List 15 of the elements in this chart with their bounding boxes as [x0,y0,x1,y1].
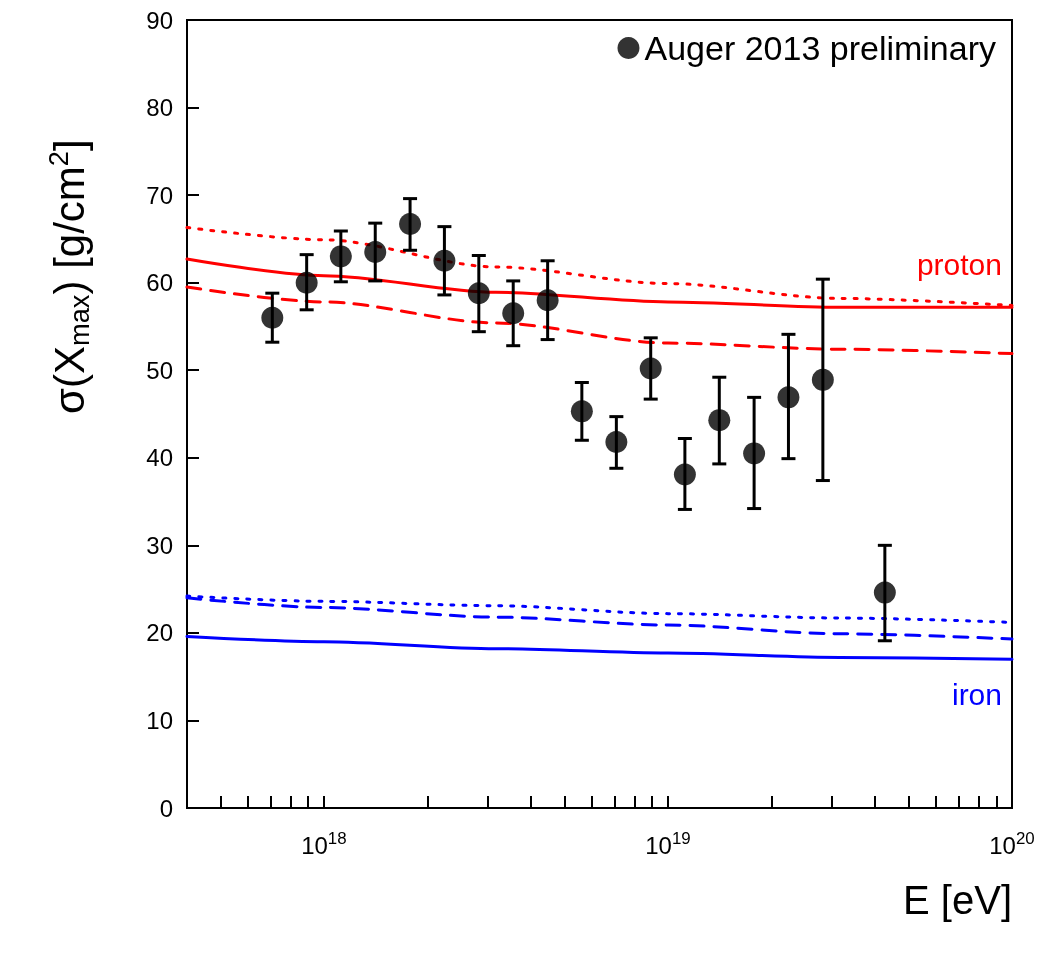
y-tick-label: 90 [146,6,173,34]
y-tick-label: 50 [146,356,173,384]
y-tick-label: 70 [146,181,173,209]
series-label: iron [951,677,1002,711]
legend-label: Auger 2013 preliminary [644,29,997,67]
x-axis-title: E [eV] [903,878,1012,922]
y-tick-label: 30 [146,531,173,559]
y-axis-title: σ(Xmax) [g/cm2] [43,139,95,414]
y-tick-label: 80 [146,94,173,122]
y-tick-label: 60 [146,269,173,297]
y-tick-label: 40 [146,444,173,472]
y-tick-label: 0 [159,794,173,822]
series-label: proton [916,247,1002,281]
y-tick-label: 10 [146,706,173,734]
y-tick-label: 20 [146,619,173,647]
